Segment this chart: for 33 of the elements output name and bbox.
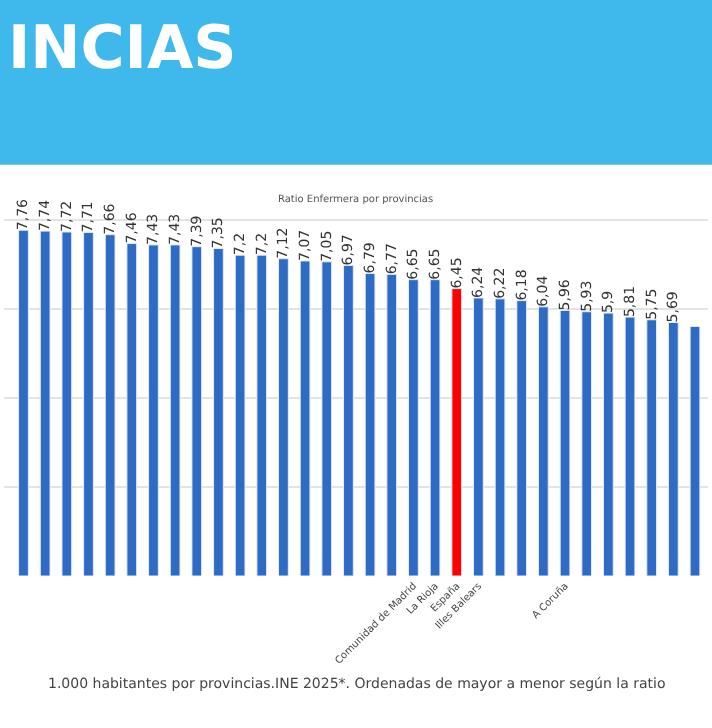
bar [61, 231, 73, 576]
bar [689, 325, 701, 576]
bar [602, 312, 614, 576]
bar [624, 316, 636, 576]
bar [148, 244, 159, 576]
bar [256, 254, 268, 576]
bar [516, 300, 528, 576]
bar [667, 321, 679, 576]
bar [191, 246, 203, 576]
bar [581, 311, 593, 576]
bar [473, 297, 484, 576]
bar [278, 258, 289, 576]
bar [299, 260, 311, 576]
bar [126, 243, 138, 576]
bar [386, 273, 398, 576]
bar [234, 254, 246, 576]
bar [321, 261, 333, 576]
bar [646, 319, 658, 576]
bar [343, 264, 354, 576]
bar [408, 279, 419, 576]
bar [538, 306, 549, 576]
bar [18, 229, 29, 576]
bar [451, 288, 463, 576]
bar [494, 298, 506, 576]
bar [364, 272, 376, 576]
chart-title: INCIAS [8, 14, 237, 84]
bar [169, 244, 181, 576]
bar [213, 247, 224, 576]
bar [83, 231, 94, 576]
bar [104, 234, 116, 576]
bar [429, 279, 441, 576]
bar [559, 309, 571, 576]
bar [39, 230, 51, 576]
